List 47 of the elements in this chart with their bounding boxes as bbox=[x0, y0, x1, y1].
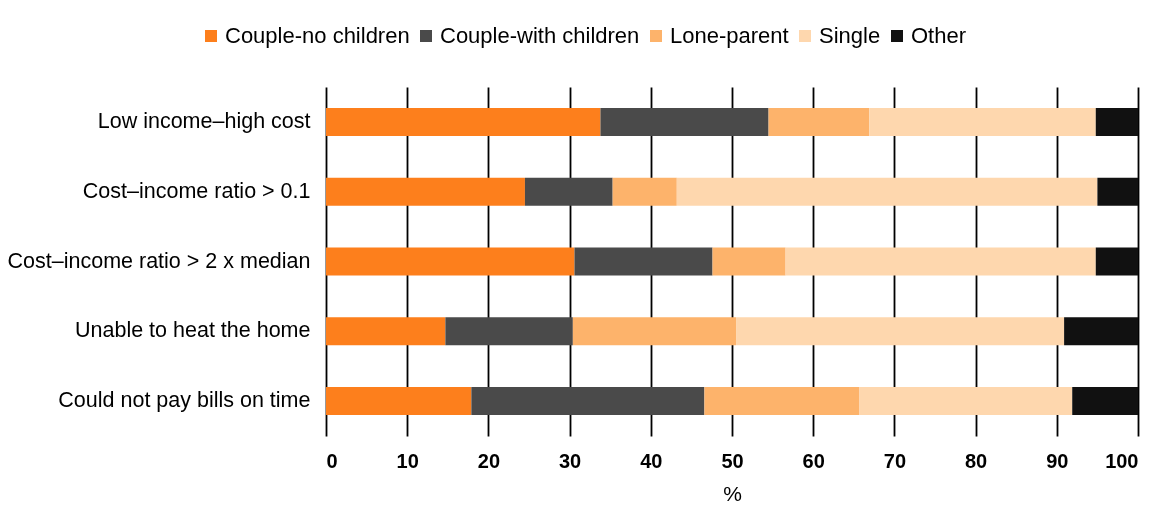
y-tick-label: Cost–income ratio > 0.1 bbox=[82, 178, 311, 203]
legend-label: Couple-no children bbox=[225, 23, 410, 48]
bar bbox=[736, 317, 1065, 346]
bar bbox=[326, 177, 525, 206]
bar bbox=[869, 107, 1096, 136]
bar bbox=[859, 387, 1073, 416]
legend-label: Single bbox=[819, 23, 881, 48]
x-tick-label: 60 bbox=[802, 449, 825, 472]
bar bbox=[1072, 387, 1138, 416]
y-tick-label: Low income–high cost bbox=[97, 108, 311, 133]
bar bbox=[471, 387, 705, 416]
x-tick-label: 40 bbox=[640, 449, 663, 472]
y-tick-label: Unable to heat the home bbox=[75, 318, 311, 343]
legend-label: Other bbox=[911, 23, 967, 48]
bar bbox=[600, 107, 769, 136]
x-tick-label: 100 bbox=[1105, 449, 1139, 472]
x-axis-title: % bbox=[723, 481, 742, 505]
bar bbox=[574, 247, 713, 276]
bar bbox=[676, 177, 1098, 206]
bar bbox=[326, 107, 601, 136]
y-tick-label: Cost–income ratio > 2 x median bbox=[7, 248, 311, 273]
bar bbox=[768, 107, 870, 136]
bar bbox=[572, 317, 737, 346]
x-tick-label: 0 bbox=[326, 449, 338, 472]
bar bbox=[1095, 247, 1138, 276]
bar bbox=[326, 247, 575, 276]
bar bbox=[785, 247, 1096, 276]
bar bbox=[326, 317, 446, 346]
bar bbox=[612, 177, 677, 206]
bar bbox=[1095, 107, 1138, 136]
bar bbox=[704, 387, 860, 416]
legend-label: Lone-parent bbox=[670, 23, 789, 48]
x-tick-label: 70 bbox=[883, 449, 907, 472]
bar bbox=[524, 177, 613, 206]
x-tick-label: 90 bbox=[1046, 449, 1069, 472]
x-tick-label: 20 bbox=[477, 449, 501, 472]
bar bbox=[1097, 177, 1138, 206]
x-tick-label: 80 bbox=[964, 449, 988, 472]
bar bbox=[1064, 317, 1138, 346]
y-tick-label: Could not pay bills on time bbox=[58, 388, 311, 413]
x-tick-label: 10 bbox=[396, 449, 419, 472]
bar bbox=[712, 247, 786, 276]
bar bbox=[445, 317, 573, 346]
x-tick-label: 50 bbox=[721, 449, 744, 472]
legend-label: Couple-with children bbox=[440, 23, 640, 48]
x-tick-label: 30 bbox=[558, 449, 582, 472]
bar bbox=[326, 387, 472, 416]
